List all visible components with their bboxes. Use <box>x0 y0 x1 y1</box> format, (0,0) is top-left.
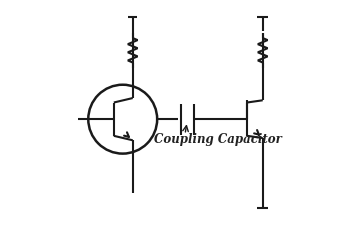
Text: Coupling Capacitor: Coupling Capacitor <box>154 133 282 146</box>
